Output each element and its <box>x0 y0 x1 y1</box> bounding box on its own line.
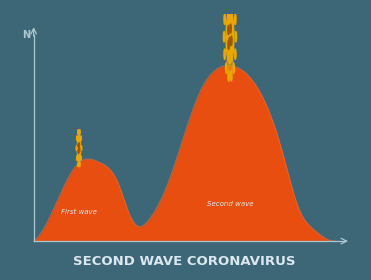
Circle shape <box>224 49 226 59</box>
Circle shape <box>79 162 80 167</box>
Circle shape <box>77 137 81 160</box>
Text: Second wave: Second wave <box>207 201 253 207</box>
Circle shape <box>228 0 229 3</box>
Circle shape <box>230 71 232 81</box>
Circle shape <box>228 71 229 81</box>
Text: N: N <box>22 30 30 40</box>
Circle shape <box>230 24 231 33</box>
Circle shape <box>228 25 229 34</box>
Circle shape <box>233 0 234 10</box>
Circle shape <box>233 63 234 73</box>
Circle shape <box>235 32 237 42</box>
Circle shape <box>230 0 232 3</box>
Circle shape <box>81 146 82 150</box>
Circle shape <box>234 14 236 24</box>
Circle shape <box>231 36 232 45</box>
Circle shape <box>224 14 226 24</box>
Circle shape <box>228 40 229 49</box>
Circle shape <box>79 130 80 134</box>
Circle shape <box>76 136 77 140</box>
Circle shape <box>234 49 236 59</box>
Circle shape <box>78 162 79 167</box>
Circle shape <box>78 150 79 153</box>
Circle shape <box>78 143 79 147</box>
Circle shape <box>223 32 225 42</box>
Circle shape <box>76 146 77 150</box>
Text: First wave: First wave <box>61 209 97 215</box>
Circle shape <box>76 156 77 160</box>
Circle shape <box>226 0 227 10</box>
Circle shape <box>79 148 80 152</box>
Circle shape <box>226 63 227 73</box>
Circle shape <box>229 38 230 47</box>
Text: SECOND WAVE CORONAVIRUS: SECOND WAVE CORONAVIRUS <box>73 255 296 267</box>
Circle shape <box>226 10 234 64</box>
Circle shape <box>78 130 79 134</box>
